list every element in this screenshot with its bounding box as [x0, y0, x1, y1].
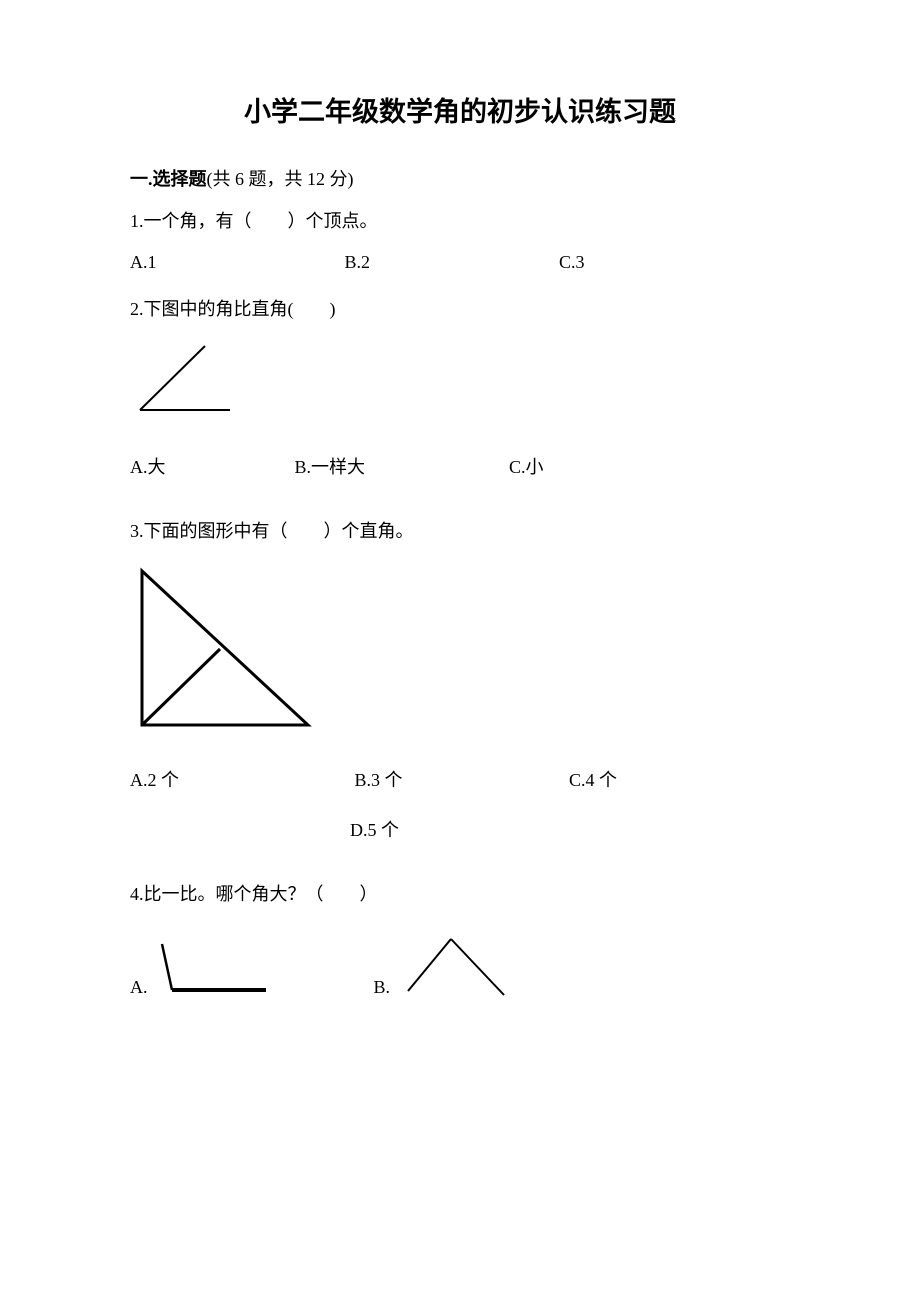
q4-b-label: B. [374, 977, 391, 998]
q3-options-row2: D.5 个 [350, 816, 790, 842]
section-header: 一.选择题(共 6 题，共 12 分) [130, 165, 790, 191]
q1-option-a: A.1 [130, 252, 340, 273]
q3-option-b: B.3 个 [355, 766, 565, 792]
q1-option-c: C.3 [559, 252, 769, 273]
q3-figure [130, 563, 790, 738]
q4-a-label: A. [130, 977, 148, 998]
q3-option-c: C.4 个 [569, 766, 709, 792]
q4-option-a: A. [130, 940, 274, 998]
q1-options: A.1 B.2 C.3 [130, 252, 790, 273]
q2-option-b: B.一样大 [295, 453, 505, 479]
q3-option-a: A.2 个 [130, 766, 350, 792]
q4-option-b: B. [374, 933, 517, 998]
q2-option-a: A.大 [130, 453, 290, 479]
q4-text: 4.比一比。哪个角大？（ ） [130, 882, 790, 907]
q3-options: A.2 个 B.3 个 C.4 个 [130, 766, 790, 792]
section-label: 一.选择题 [130, 169, 207, 189]
q3-text: 3.下面的图形中有（ ）个直角。 [130, 519, 790, 544]
q2-figure [130, 340, 790, 425]
page-title: 小学二年级数学角的初步认识练习题 [130, 90, 790, 129]
q1-text: 1.一个角，有（ ）个顶点。 [130, 209, 790, 234]
q2-option-c: C.小 [509, 453, 649, 479]
page: 小学二年级数学角的初步认识练习题 一.选择题(共 6 题，共 12 分) 1.一… [0, 0, 920, 1302]
angle-b-icon [396, 933, 516, 998]
angle-acute-icon [130, 340, 240, 420]
right-triangle-icon [130, 563, 315, 733]
q4-options: A. B. [130, 933, 790, 998]
section-info: (共 6 题，共 12 分) [207, 169, 354, 189]
q1-option-b: B.2 [345, 252, 555, 273]
q3-option-d: D.5 个 [350, 816, 399, 842]
angle-a-icon [154, 940, 274, 998]
q2-options: A.大 B.一样大 C.小 [130, 453, 790, 479]
q2-text: 2.下图中的角比直角( ) [130, 297, 790, 322]
